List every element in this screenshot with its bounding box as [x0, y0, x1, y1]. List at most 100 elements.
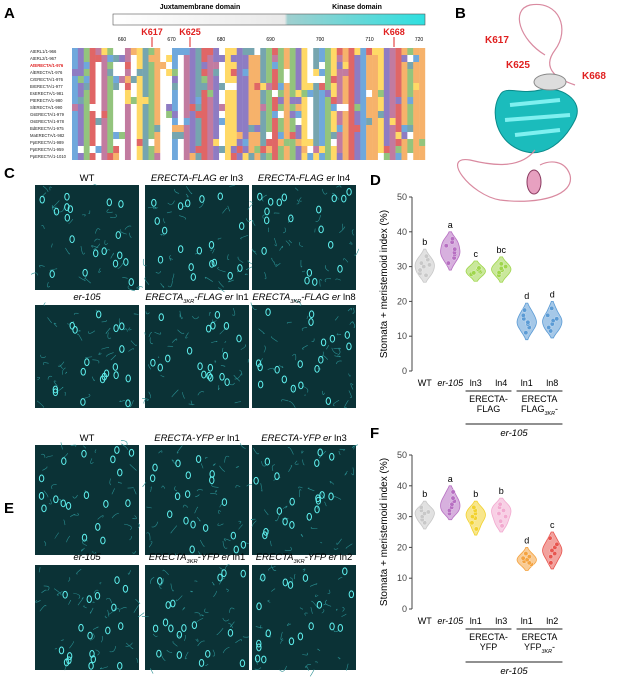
alignment-cell	[360, 97, 367, 104]
stoma	[288, 637, 295, 646]
alignment-cell	[172, 111, 179, 118]
alignment-cell	[183, 139, 190, 146]
cell-outline	[280, 639, 284, 644]
alignment-cell	[360, 69, 367, 76]
stoma	[319, 491, 325, 499]
data-point	[501, 508, 506, 513]
stoma	[227, 628, 234, 637]
cell-outline	[249, 201, 253, 203]
alignment-cell	[366, 118, 373, 125]
alignment-cell	[160, 69, 167, 76]
stoma	[209, 259, 215, 268]
cell-outline	[351, 321, 356, 329]
label-part: ERECTA-YFP er	[154, 433, 225, 444]
data-point	[471, 270, 477, 276]
alignment-cell	[101, 76, 108, 83]
alignment-cell	[189, 55, 196, 62]
stoma	[261, 655, 267, 664]
cell-outline	[170, 583, 175, 592]
alignment-cell	[201, 118, 208, 125]
data-point	[549, 548, 555, 553]
stoma	[281, 193, 288, 202]
alignment-cell	[107, 69, 114, 76]
alignment-cell	[301, 139, 308, 146]
alignment-cell	[413, 83, 420, 90]
alignment-cell	[148, 62, 155, 69]
sequence-name: BdERECTA/1-975	[30, 126, 64, 131]
cell-outline	[227, 205, 230, 212]
stoma	[253, 476, 259, 485]
stoma	[115, 231, 121, 239]
alignment-cell	[336, 132, 343, 139]
data-point	[554, 316, 560, 322]
cell-outline	[143, 398, 146, 404]
stoma	[329, 452, 335, 461]
stoma	[64, 203, 70, 211]
alignment-cell	[107, 118, 114, 125]
cell-outline	[345, 543, 353, 549]
alignment-cell	[201, 48, 208, 55]
alignment-cell	[277, 69, 284, 76]
alignment-cell	[101, 69, 108, 76]
cell-outline	[239, 443, 246, 449]
alignment-cell	[307, 139, 314, 146]
cell-outline	[229, 184, 236, 187]
alignment-cell	[77, 139, 84, 146]
alignment-cell	[330, 76, 337, 83]
cell-outline	[106, 208, 113, 213]
stoma	[255, 359, 262, 368]
alignment-cell	[160, 55, 167, 62]
alignment-cell	[83, 90, 90, 97]
cell-outline	[208, 311, 211, 316]
micrograph-bg	[252, 185, 356, 290]
alignment-cell	[360, 83, 367, 90]
alignment-cell	[319, 55, 326, 62]
alignment-cell	[230, 83, 237, 90]
data-point	[549, 306, 555, 311]
alignment-cell	[395, 104, 402, 111]
alignment-cell	[177, 55, 184, 62]
alignment-cell	[148, 146, 155, 153]
alignment-cell	[348, 111, 355, 118]
alignment-cell	[207, 153, 214, 160]
alignment-cell	[101, 139, 108, 146]
stoma	[237, 264, 243, 272]
alignment-cell	[172, 153, 179, 160]
alignment-cell	[242, 83, 249, 90]
data-point	[422, 520, 428, 526]
alignment-cell	[89, 55, 96, 62]
cell-outline	[230, 621, 235, 628]
alignment-cell	[254, 146, 261, 153]
alignment: 660 670 680 690 700 710 720AtERL1/1-966AtERL2/…	[30, 37, 426, 160]
stoma	[282, 517, 288, 526]
alignment-cell	[136, 104, 143, 111]
alignment-cell	[95, 55, 102, 62]
cell-outline	[218, 385, 220, 391]
label-part: -YFP er	[198, 552, 231, 563]
cell-outline	[82, 445, 87, 449]
y-tick-label: 40	[397, 481, 407, 491]
alignment-cell	[295, 146, 302, 153]
label-part: FLAG	[521, 404, 545, 414]
cell-outline	[336, 538, 342, 545]
alignment-cell	[101, 104, 108, 111]
alignment-cell	[272, 132, 279, 139]
alignment-cell	[289, 76, 296, 83]
cell-outline	[344, 470, 348, 476]
cell-outline	[51, 484, 57, 490]
cell-outline	[306, 315, 309, 320]
cell-outline	[182, 392, 185, 399]
alignment-cell	[230, 62, 237, 69]
alignment-cell	[77, 132, 84, 139]
alignment-cell	[242, 125, 249, 132]
alignment-cell	[277, 132, 284, 139]
stoma	[184, 199, 191, 208]
cell-outline	[182, 607, 186, 611]
stoma	[191, 621, 198, 630]
stoma	[94, 591, 101, 600]
alignment-cell	[77, 153, 84, 160]
cell-outline	[240, 344, 246, 350]
alignment-cell	[372, 118, 379, 125]
alignment-cell	[330, 125, 337, 132]
data-point	[450, 495, 456, 501]
